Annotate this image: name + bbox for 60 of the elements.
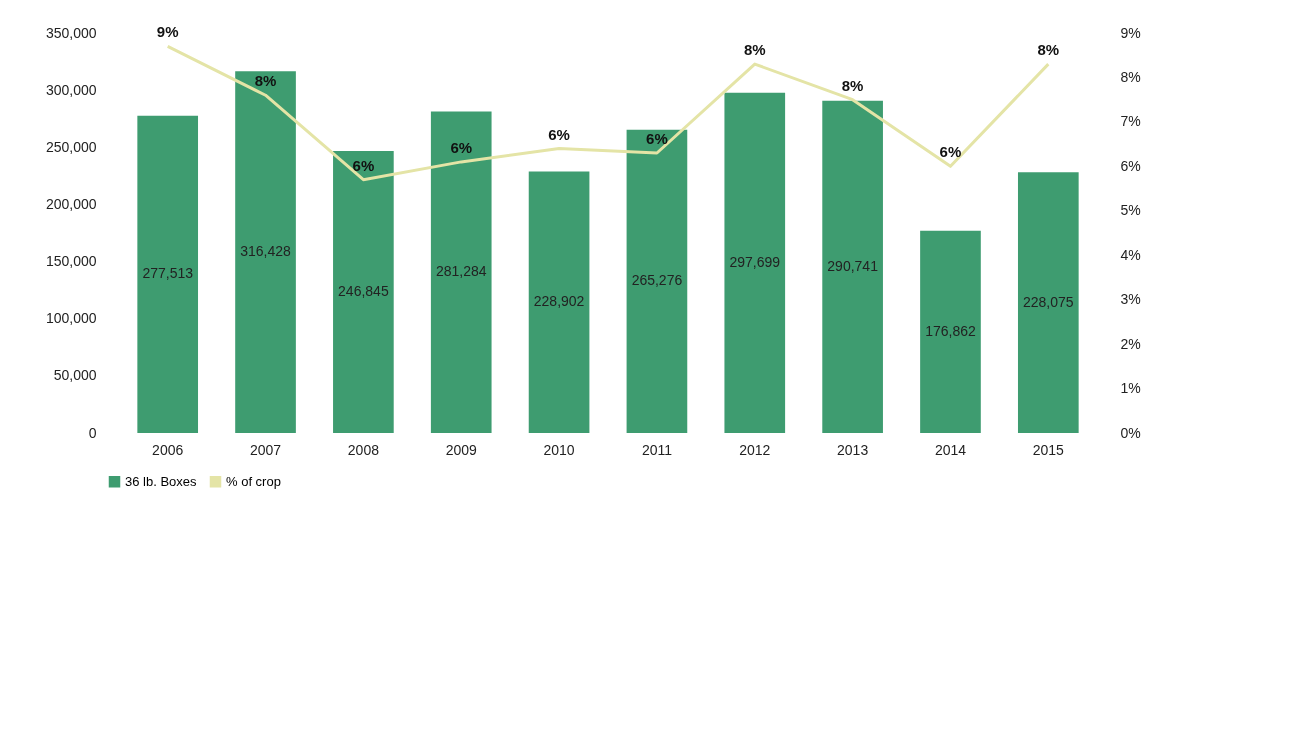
bar: [235, 71, 296, 433]
y2-tick-label: 3%: [1120, 291, 1141, 308]
legend-label: 36 lb. Boxes: [125, 473, 198, 489]
y-tick-label: 300,000: [45, 81, 97, 98]
x-tick-label: 2015: [1032, 441, 1065, 458]
bar: [822, 100, 883, 433]
data-label: 277,513: [142, 265, 194, 282]
data-label: 297,699: [729, 253, 781, 270]
bar: [528, 171, 590, 433]
data-label: 9%: [156, 23, 179, 41]
x-tick-label: 2010: [543, 441, 575, 458]
y2-tick-label: 6%: [1120, 157, 1141, 174]
data-label: 6%: [548, 125, 570, 143]
bar: [137, 115, 199, 433]
y-tick-label: 50,000: [53, 367, 97, 384]
y-tick-label: 250,000: [45, 138, 97, 155]
x-tick-label: 2007: [249, 441, 282, 458]
data-label: 6%: [939, 143, 962, 161]
y-tick-label: 150,000: [45, 253, 97, 270]
y2-tick-label: 7%: [1120, 113, 1141, 130]
bar: [430, 111, 492, 433]
bar: [626, 129, 688, 433]
x-tick-label: 2009: [445, 441, 478, 458]
bar: [920, 230, 981, 433]
data-label: 8%: [841, 76, 864, 94]
data-label: 228,075: [1023, 293, 1074, 310]
y2-tick-label: 9%: [1120, 24, 1141, 41]
data-label: 8%: [1037, 41, 1060, 59]
data-label: 228,902: [533, 293, 585, 310]
data-label: 281,284: [435, 263, 487, 280]
y2-tick-label: 4%: [1120, 246, 1141, 263]
y2-tick-label: 1%: [1120, 380, 1141, 397]
data-label: 290,741: [827, 257, 879, 274]
bar: [724, 92, 786, 433]
y-tick-label: 100,000: [45, 310, 97, 327]
y2-tick-label: 2%: [1120, 335, 1141, 352]
y-tick-label: 200,000: [45, 195, 97, 212]
x-tick-label: 2011: [641, 441, 673, 458]
data-label: 265,276: [631, 272, 683, 289]
data-label: 6%: [450, 138, 473, 156]
legend-label: % of crop: [226, 473, 281, 489]
y2-tick-label: 5%: [1120, 202, 1141, 219]
data-label: 246,845: [338, 282, 389, 299]
data-label: 6%: [646, 130, 668, 147]
bar: [333, 150, 394, 433]
x-tick-label: 2006: [152, 441, 184, 458]
y-tick-label: 0: [88, 424, 97, 441]
x-tick-label: 2013: [837, 441, 869, 458]
bar: [1017, 172, 1079, 433]
x-tick-label: 2014: [934, 441, 967, 458]
data-label: 176,862: [925, 322, 976, 339]
y-tick-label: 350,000: [45, 24, 97, 41]
y2-tick-label: 8%: [1120, 68, 1141, 85]
x-tick-label: 2008: [347, 441, 380, 458]
x-tick-label: 2012: [739, 441, 771, 458]
data-label: 8%: [254, 72, 277, 90]
y2-tick-label: 0%: [1120, 424, 1141, 441]
data-label: 8%: [743, 41, 766, 59]
data-label: 6%: [352, 156, 375, 174]
data-label: 316,428: [240, 243, 292, 260]
